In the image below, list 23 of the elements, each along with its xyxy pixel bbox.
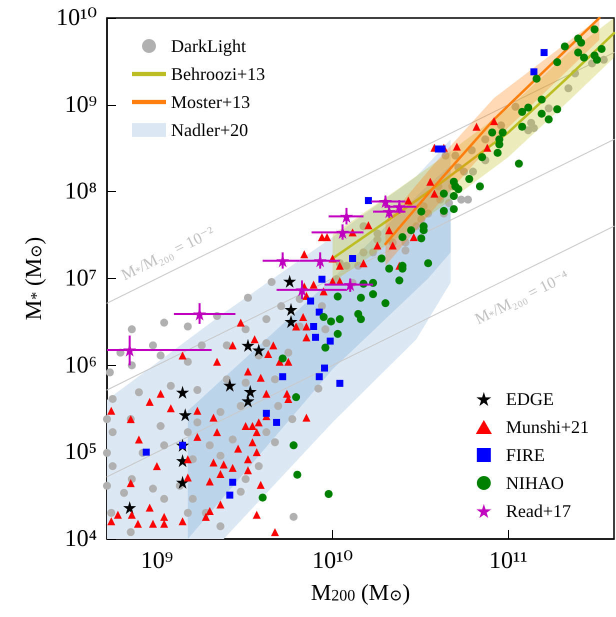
- y-tick-label: 10⁹: [64, 92, 97, 118]
- x-axis-title: M200 (M⊙): [310, 580, 410, 605]
- legend-label: Munshi+21: [506, 417, 590, 437]
- legend-label: Behroozi+13: [171, 64, 266, 84]
- x-tick-label: 10¹⁰: [312, 548, 353, 574]
- y-tick-label: 10⁷: [64, 266, 97, 292]
- legend-label: EDGE: [506, 389, 554, 409]
- y-tick-label: 10¹⁰: [56, 5, 97, 31]
- y-tick-label: 10⁴: [64, 526, 97, 552]
- legend-label: DarkLight: [171, 36, 246, 56]
- y-axis-title: M* (M⊙): [21, 236, 46, 320]
- legend-label: FIRE: [506, 445, 545, 465]
- y-tick-label: 10⁸: [64, 178, 97, 205]
- y-tick-label: 10⁶: [64, 352, 97, 378]
- annotation: M*/M₂₀₀ = 10⁻²: [118, 224, 218, 284]
- annotation: M*/M₂₀₀ = 10⁻⁴: [472, 268, 572, 328]
- legend-label: Nadler+20: [171, 120, 248, 140]
- legend-label: Moster+13: [171, 92, 250, 112]
- legend-label: NIHAO: [506, 473, 564, 493]
- legend-label: Read+17: [506, 501, 571, 521]
- x-tick-label: 10⁹: [140, 548, 174, 574]
- x-tick-label: 10¹¹: [489, 548, 528, 574]
- y-tick-label: 10⁵: [64, 439, 97, 466]
